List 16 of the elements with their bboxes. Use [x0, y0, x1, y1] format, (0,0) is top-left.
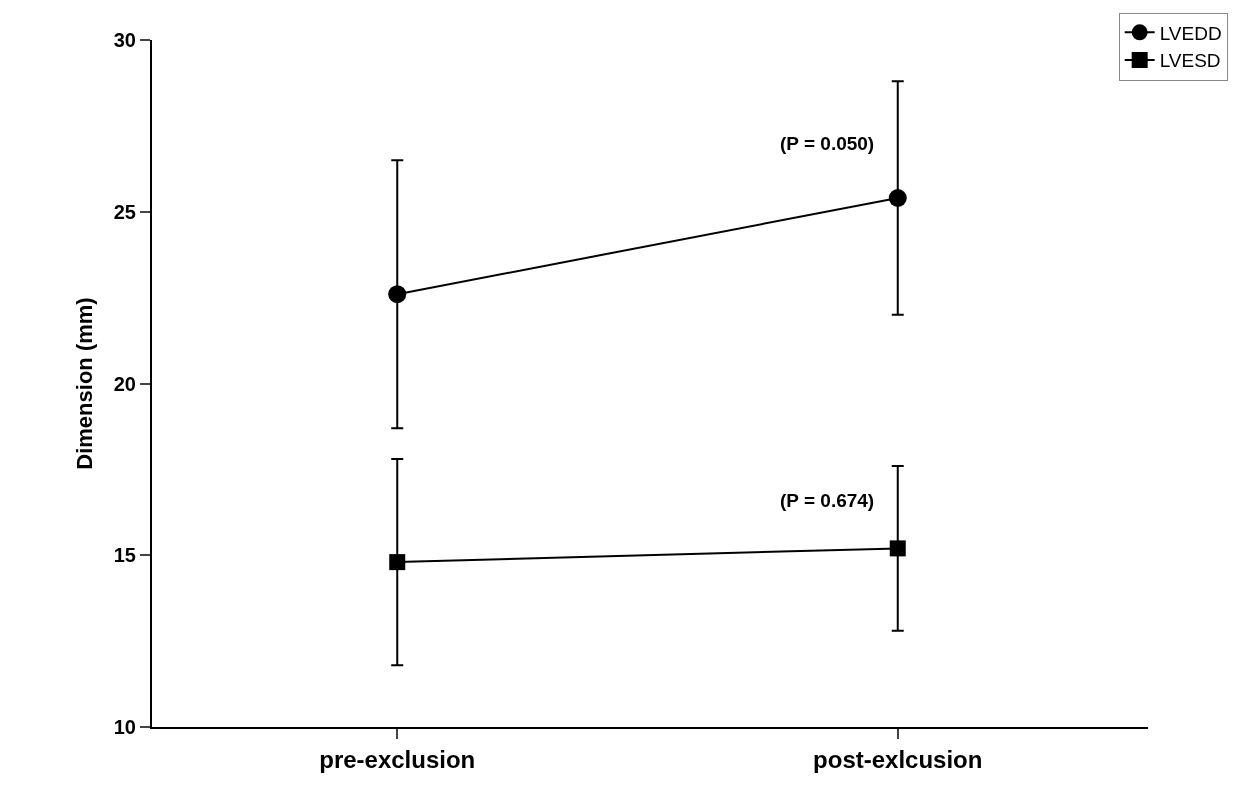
- legend-label: LVEDD: [1159, 22, 1222, 44]
- y-tick-label: 20: [113, 372, 136, 395]
- point: [889, 540, 906, 557]
- x-tick-label: post-exlcusion: [813, 745, 983, 773]
- point: [388, 285, 407, 304]
- point: [888, 189, 907, 207]
- annotation: (P = 0.050): [780, 133, 875, 154]
- y-tick-label: 10: [113, 716, 136, 738]
- y-tick-label: 30: [113, 29, 136, 51]
- y-tick-label: 15: [113, 544, 136, 567]
- y-axis-title: Dimension (mm): [72, 297, 98, 470]
- legend-label: LVESD: [1159, 50, 1221, 72]
- y-tick-label: 25: [113, 200, 136, 223]
- x-tick-label: pre-exclusion: [319, 745, 476, 773]
- annotation: (P = 0.674): [780, 490, 875, 511]
- point: [389, 554, 406, 571]
